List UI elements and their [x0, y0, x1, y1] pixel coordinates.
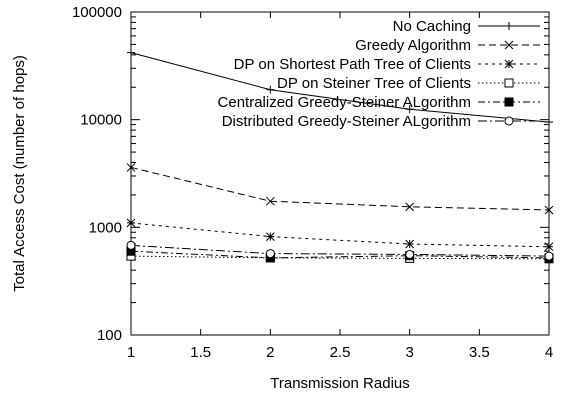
x-tick-label: 4 — [545, 344, 553, 361]
legend-label: DP on Steiner Tree of Clients — [277, 75, 471, 92]
star-marker — [544, 242, 554, 252]
star-marker — [265, 232, 275, 241]
y-axis-label: Total Access Cost (number of hops) — [11, 55, 28, 292]
legend-entry: Distributed Greedy-Steiner ALgorithm — [222, 113, 540, 130]
series-layer — [126, 48, 554, 264]
cross-marker — [265, 196, 275, 206]
filled-square-marker — [504, 97, 514, 107]
series-line — [130, 244, 550, 257]
legend-entry: Centralized Greedy-Steiner ALgorithm — [218, 94, 540, 111]
cross-marker — [405, 202, 415, 212]
legend-label: Greedy Algorithm — [355, 37, 471, 54]
x-tick-label: 2.5 — [330, 344, 351, 361]
cross-marker — [126, 163, 136, 172]
series-2 — [126, 163, 554, 215]
x-tick-label: 2 — [266, 344, 274, 361]
x-tick-label: 3.5 — [469, 344, 490, 361]
star-marker — [126, 218, 136, 228]
series-line — [130, 222, 550, 248]
plus-marker — [127, 48, 135, 57]
y-tick-label: 1000 — [89, 219, 122, 236]
legend-label: Centralized Greedy-Steiner ALgorithm — [218, 94, 471, 111]
legend-entry: No Caching — [393, 18, 540, 35]
legend-entry: Greedy Algorithm — [355, 37, 540, 54]
x-axis-label: Transmission Radius — [270, 375, 410, 392]
cross-marker — [504, 40, 514, 50]
open-square-marker — [504, 78, 514, 88]
y-tick-label: 100 — [97, 327, 122, 344]
x-tick-label: 3 — [405, 344, 413, 361]
legend-entry: DP on Steiner Tree of Clients — [277, 75, 540, 92]
plus-marker — [405, 105, 414, 114]
legend-label: DP on Shortest Path Tree of Clients — [234, 56, 471, 73]
plus-marker — [505, 22, 513, 30]
axes: 1 1.5 2 2.5 3 3.5 4 100 1000 10000 100000 — [72, 4, 553, 361]
x-tick-label: 1 — [127, 344, 135, 361]
series-5 — [126, 246, 554, 263]
series-line — [130, 166, 550, 211]
series-line — [130, 250, 550, 259]
open-circle-marker — [126, 240, 136, 250]
cross-marker — [544, 205, 554, 215]
plus-marker — [266, 85, 275, 94]
open-circle-marker — [544, 251, 554, 261]
plus-marker — [545, 118, 553, 127]
series-line — [130, 52, 550, 123]
y-tick-label: 10000 — [80, 112, 122, 129]
open-circle-marker — [504, 116, 514, 126]
legend-label: Distributed Greedy-Steiner ALgorithm — [222, 113, 471, 130]
star-marker — [405, 239, 415, 249]
x-tick-label: 1.5 — [190, 344, 211, 361]
series-line — [130, 255, 550, 260]
series-6 — [126, 240, 554, 261]
legend-entry: DP on Shortest Path Tree of Clients — [234, 56, 540, 73]
open-circle-marker — [265, 249, 275, 259]
legend: No Caching Greedy Algorithm DP on Shortest… — [218, 18, 540, 130]
series-3 — [126, 218, 554, 252]
legend-label: No Caching — [393, 18, 471, 35]
y-tick-label: 100000 — [72, 4, 122, 21]
open-circle-marker — [405, 249, 415, 259]
series-1 — [127, 48, 553, 127]
star-marker — [504, 59, 514, 69]
